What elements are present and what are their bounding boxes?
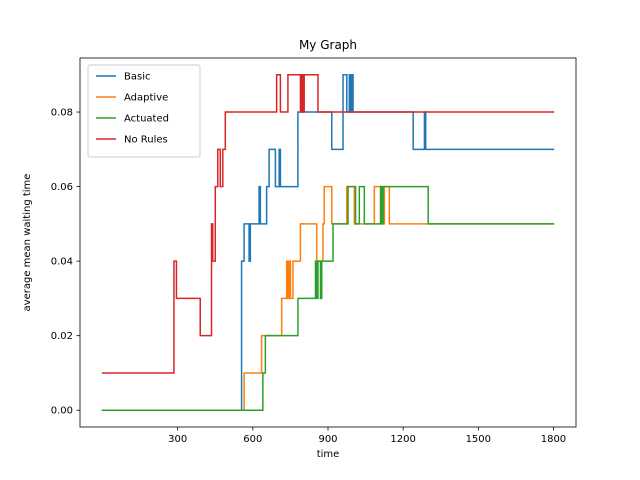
x-tick-label: 900 (318, 434, 337, 445)
x-tick-label: 1500 (466, 434, 491, 445)
legend-label: Basic (124, 72, 150, 83)
y-tick-label: 0.02 (51, 331, 73, 342)
series-layer (101, 74, 555, 411)
y-tick-label: 0.06 (51, 182, 73, 193)
chart-title: My Graph (299, 38, 357, 52)
legend-label: Adaptive (124, 93, 168, 104)
x-axis-label: time (317, 449, 340, 460)
y-axis-label: average mean waiting time (22, 174, 33, 312)
series-line-actuated (101, 185, 555, 411)
y-tick-label: 0.00 (51, 406, 73, 417)
series-line-no-rules (101, 74, 555, 374)
x-tick-label: 300 (168, 434, 187, 445)
legend-label: Actuated (124, 114, 169, 125)
x-tick-label: 1200 (390, 434, 415, 445)
axes-layer: 300 600 900 1200 1500 1800 0.00 0.02 0.04 0.06 0.0… (51, 57, 577, 445)
series-line-basic (101, 74, 555, 411)
x-tick-label: 1800 (541, 434, 566, 445)
y-tick-label: 0.04 (51, 257, 73, 268)
legend: Basic Adaptive Actuated No Rules (87, 64, 201, 158)
x-tick-label: 600 (243, 434, 262, 445)
legend-label: No Rules (124, 135, 168, 146)
legend-box (87, 64, 201, 158)
y-tick-label: 0.08 (51, 108, 73, 119)
